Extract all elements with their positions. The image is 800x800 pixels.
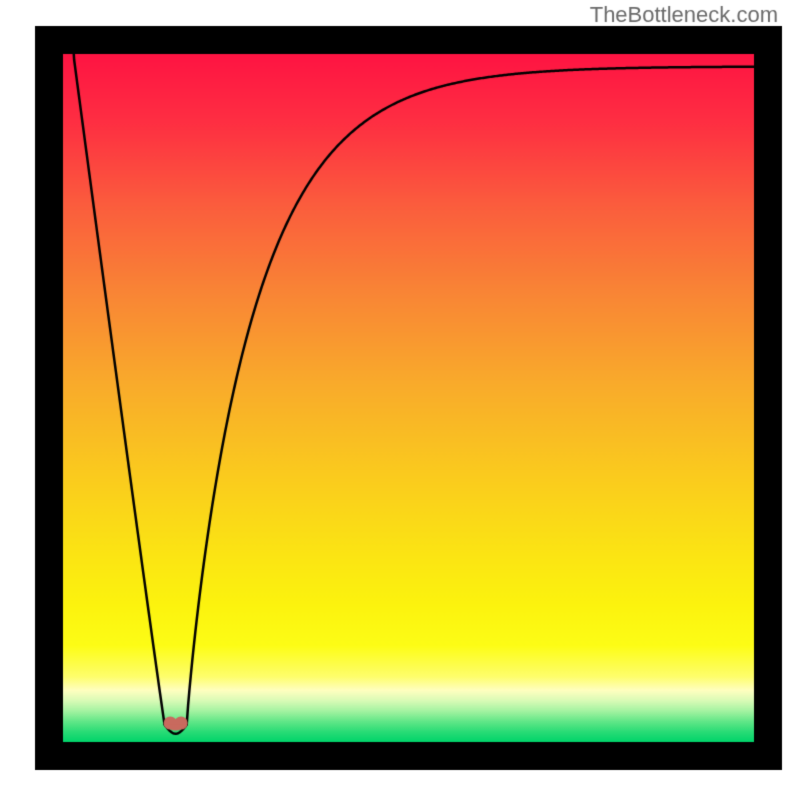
bottleneck-chart: [0, 0, 800, 800]
